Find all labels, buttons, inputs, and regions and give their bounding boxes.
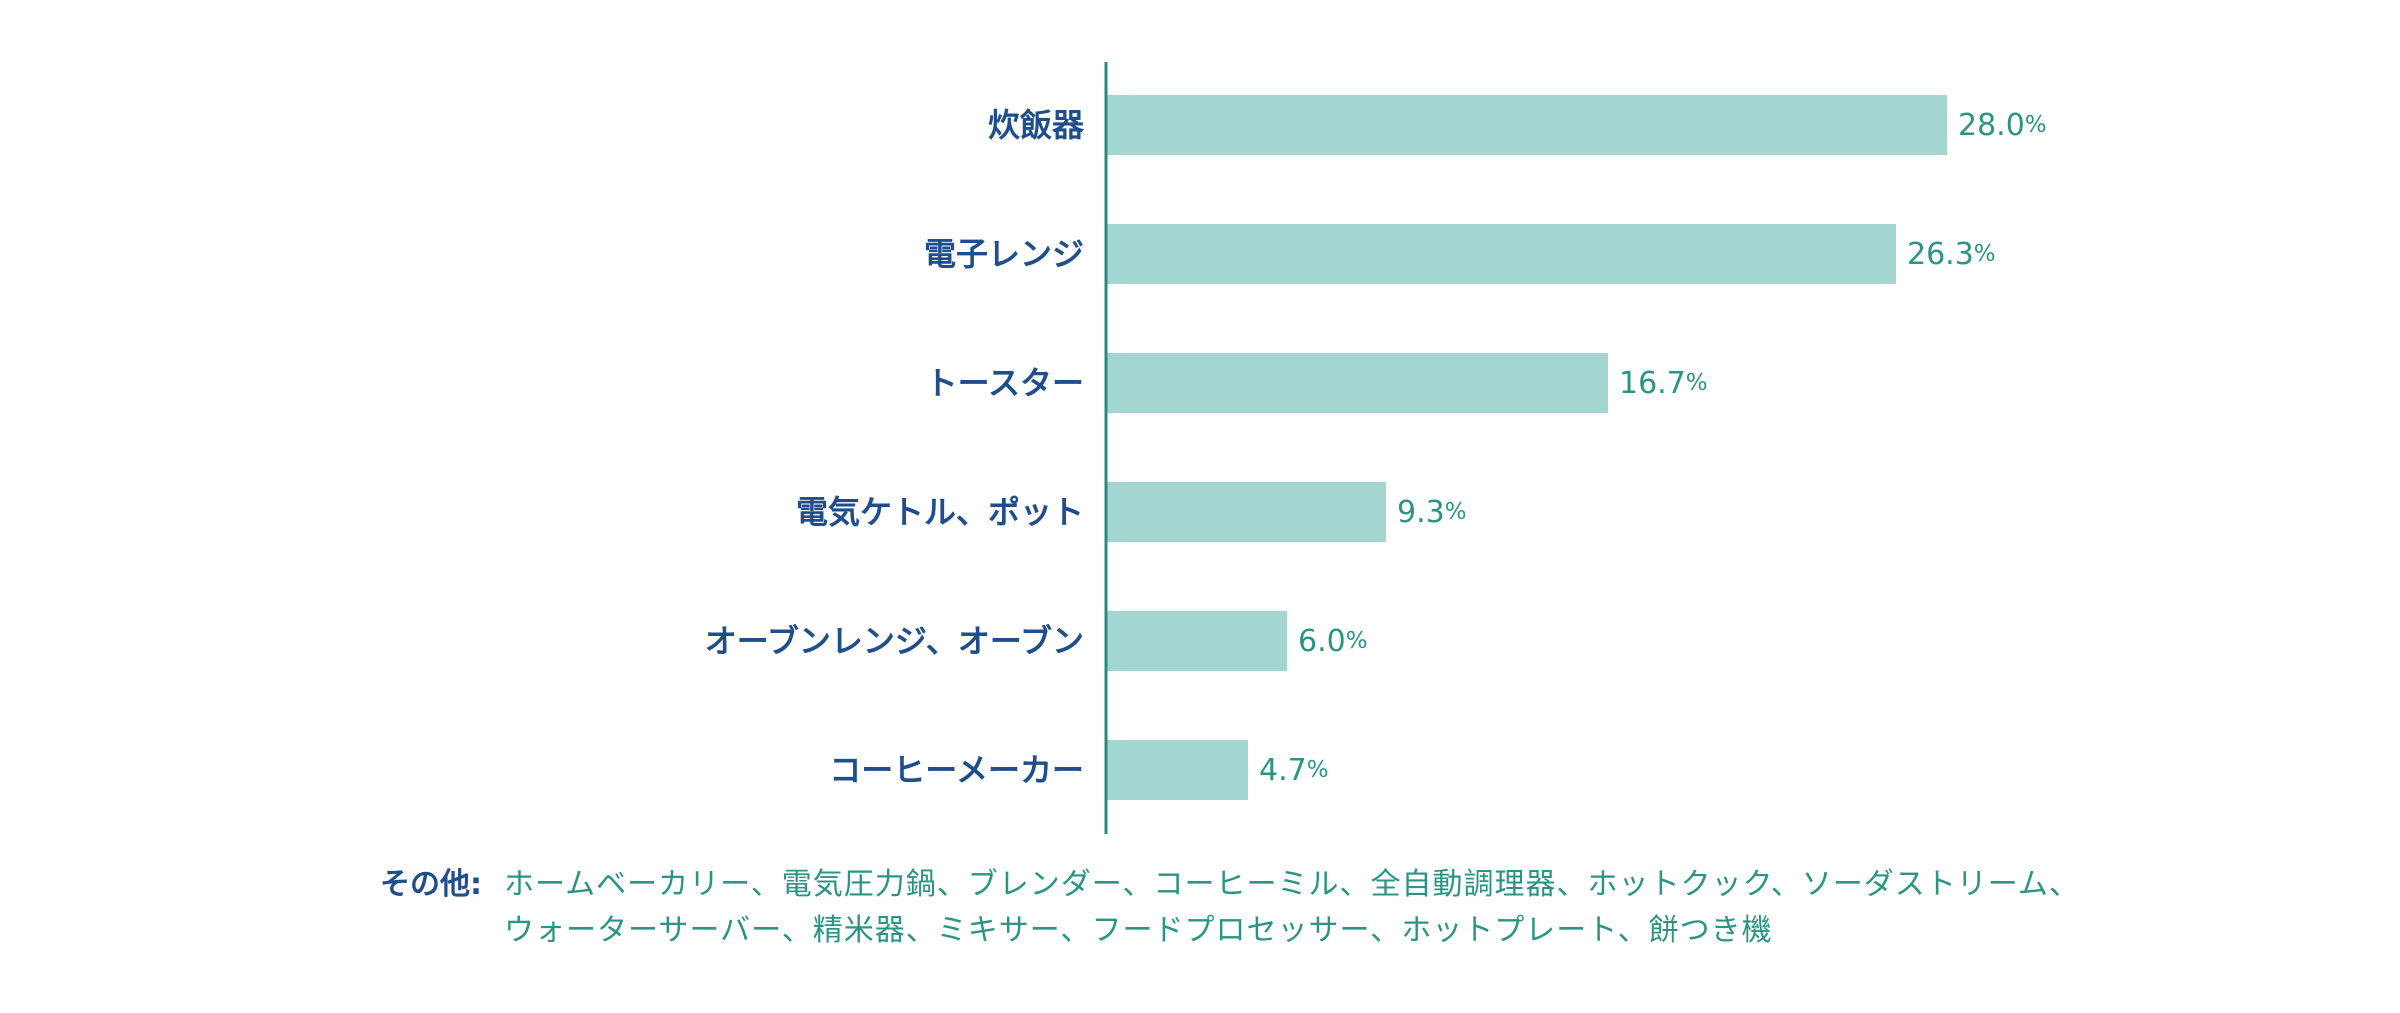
category-label-3: 電気ケトル、ポット [796,493,1084,531]
bar-chart: 炊飯器 28.0% 電子レンジ 26.3% トースター 16.7% 電気ケトル、ポット 9.3… [705,62,2047,834]
bars-layer [1107,95,1947,800]
bar-4 [1107,611,1287,671]
value-label-3: 9.3% [1397,495,1467,530]
bar-1 [1107,224,1896,284]
value-label-2: 16.7% [1619,366,1708,401]
category-label-4: オーブンレンジ、オーブン [705,622,1084,660]
others-line-1: ホームベーカリー、電気圧力鍋、ブレンダー、コーヒーミル、全自動調理器、ホットクッ… [504,867,2080,902]
category-label-2: トースター [926,364,1084,402]
category-label-0: 炊飯器 [988,106,1085,144]
bar-5 [1107,740,1248,800]
value-label-4: 6.0% [1298,624,1368,659]
others-list: ホームベーカリー、電気圧力鍋、ブレンダー、コーヒーミル、全自動調理器、ホットクッ… [504,862,2080,954]
others-line-2: ウォーターサーバー、精米器、ミキサー、フードプロセッサー、ホットプレート、餅つき… [504,913,1773,948]
bar-2 [1107,353,1608,413]
value-label-1: 26.3% [1907,237,1996,272]
others-note: その他: ホームベーカリー、電気圧力鍋、ブレンダー、コーヒーミル、全自動調理器、… [380,862,2080,954]
category-label-5: コーヒーメーカー [829,751,1084,789]
bar-0 [1107,95,1947,155]
category-label-1: 電子レンジ [924,235,1084,273]
value-label-5: 4.7% [1259,753,1329,788]
others-label: その他: [380,867,482,902]
bar-3 [1107,482,1386,542]
value-label-0: 28.0% [1958,108,2047,143]
labels-layer: 炊飯器 28.0% 電子レンジ 26.3% トースター 16.7% 電気ケトル、ポット 9.3… [705,106,2047,789]
